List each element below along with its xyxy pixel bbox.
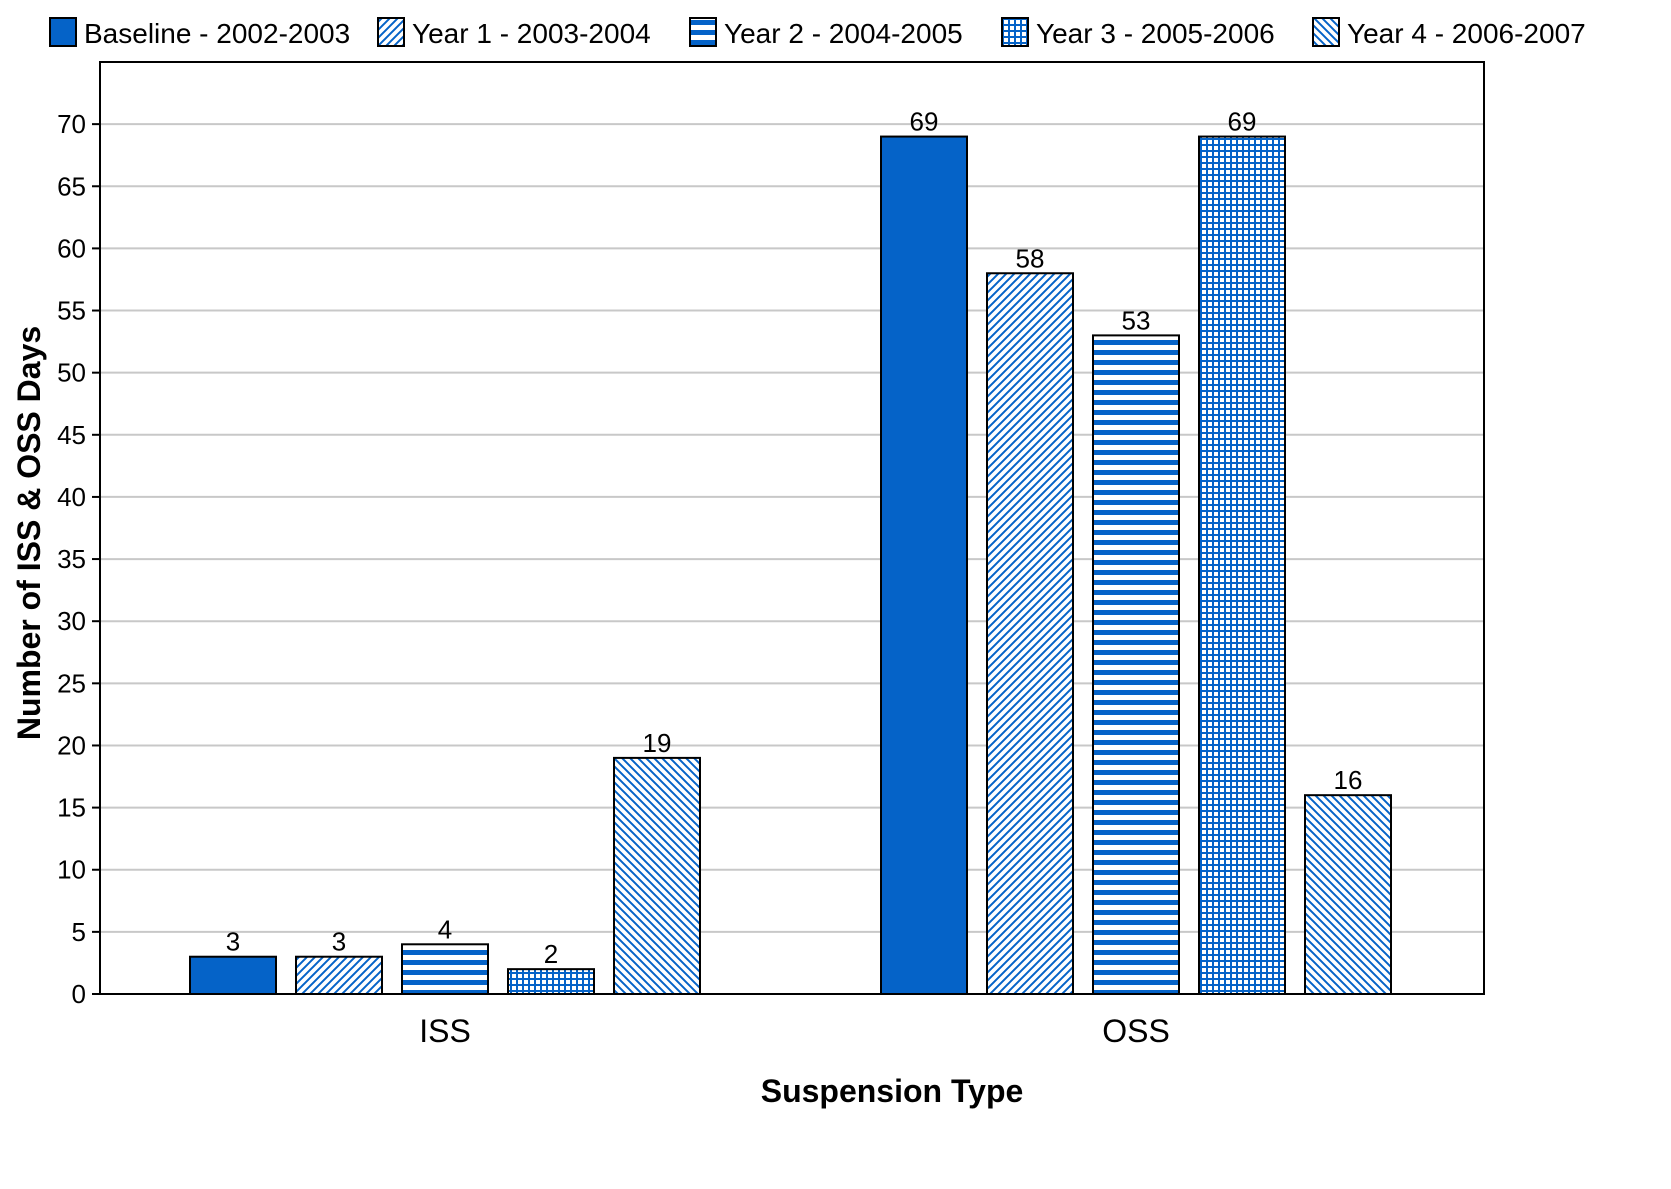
plot-area xyxy=(99,61,1485,995)
bar-iss-series-0 xyxy=(189,955,277,995)
legend-swatch xyxy=(1001,17,1029,47)
y-tick-label: 35 xyxy=(57,544,86,574)
legend-swatch xyxy=(49,17,77,47)
y-tick-label: 20 xyxy=(57,730,86,760)
data-label: 3 xyxy=(226,927,240,957)
legend-swatch xyxy=(377,17,405,47)
bar-iss-series-4 xyxy=(613,756,701,995)
y-tick-label: 45 xyxy=(57,420,86,450)
x-axis: ISS OSS xyxy=(419,1013,1170,1049)
x-axis-title: Suspension Type xyxy=(761,1073,1024,1109)
legend-label: Year 4 - 2006-2007 xyxy=(1347,18,1586,49)
x-category-label: ISS xyxy=(419,1013,471,1049)
bar-oss-series-0 xyxy=(880,135,968,995)
y-tick-label: 70 xyxy=(57,109,86,139)
y-axis: 0 5 10 15 20 25 30 35 40 45 50 55 60 65 70 xyxy=(57,109,100,1009)
legend-label: Year 2 - 2004-2005 xyxy=(724,18,963,49)
y-tick-label: 15 xyxy=(57,793,86,823)
data-label: 4 xyxy=(438,914,452,944)
y-tick-label: 30 xyxy=(57,606,86,636)
y-tick-label: 25 xyxy=(57,668,86,698)
data-label: 3 xyxy=(332,927,346,957)
legend-label: Year 3 - 2005-2006 xyxy=(1036,18,1275,49)
bar-iss-series-3 xyxy=(507,968,595,995)
legend-swatch xyxy=(1312,17,1340,47)
data-label: 69 xyxy=(910,107,939,137)
bar-iss-series-1 xyxy=(295,955,383,995)
data-label: 19 xyxy=(643,728,672,758)
y-tick-label: 50 xyxy=(57,358,86,388)
bar-oss-series-3 xyxy=(1198,135,1286,995)
data-label: 69 xyxy=(1228,107,1257,137)
legend: Baseline - 2002-2003 Year 1 - 2003-2004 Ye… xyxy=(49,17,1586,49)
data-labels: 3 3 4 2 19 69 58 53 69 16 xyxy=(226,107,1363,970)
data-label: 2 xyxy=(544,939,558,969)
y-tick-label: 0 xyxy=(72,979,86,1009)
data-label: 53 xyxy=(1122,305,1151,335)
x-category-label: OSS xyxy=(1102,1013,1170,1049)
data-label: 16 xyxy=(1334,765,1363,795)
y-tick-label: 55 xyxy=(57,296,86,326)
y-tick-label: 5 xyxy=(72,917,86,947)
bar-oss-series-4 xyxy=(1304,794,1392,995)
bar-oss-series-2 xyxy=(1092,334,1180,995)
y-tick-label: 60 xyxy=(57,233,86,263)
legend-swatch xyxy=(689,17,717,47)
y-tick-label: 10 xyxy=(57,855,86,885)
data-label: 58 xyxy=(1016,243,1045,273)
bar-oss-series-1 xyxy=(986,272,1074,995)
y-tick-label: 65 xyxy=(57,171,86,201)
bars xyxy=(189,135,1392,995)
bar-iss-series-2 xyxy=(401,943,489,995)
legend-label: Year 1 - 2003-2004 xyxy=(412,18,651,49)
y-tick-label: 40 xyxy=(57,482,86,512)
legend-label: Baseline - 2002-2003 xyxy=(84,18,350,49)
y-axis-title: Number of ISS & OSS Days xyxy=(11,326,47,740)
